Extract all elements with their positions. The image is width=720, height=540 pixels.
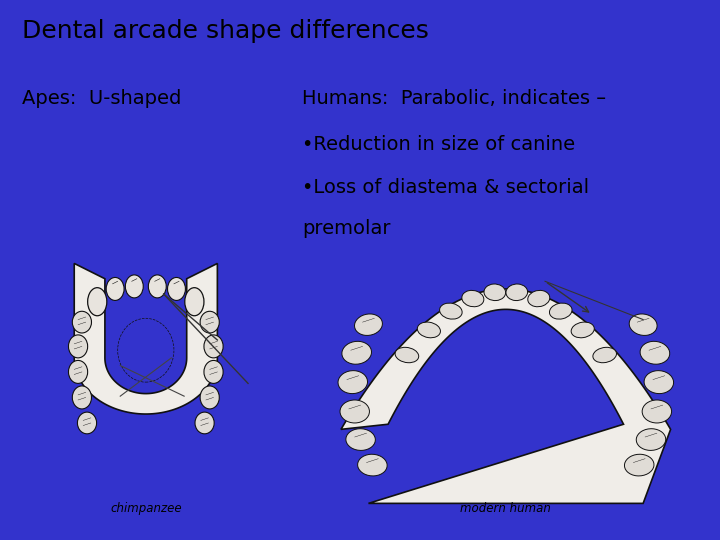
Ellipse shape xyxy=(195,412,214,434)
Ellipse shape xyxy=(395,347,419,363)
Ellipse shape xyxy=(72,386,91,409)
Ellipse shape xyxy=(642,400,672,423)
Ellipse shape xyxy=(440,303,462,319)
Ellipse shape xyxy=(358,454,387,476)
Ellipse shape xyxy=(78,412,96,434)
Ellipse shape xyxy=(204,335,223,358)
Ellipse shape xyxy=(462,291,484,307)
Ellipse shape xyxy=(644,370,674,394)
Ellipse shape xyxy=(636,429,666,450)
Ellipse shape xyxy=(593,347,616,363)
Ellipse shape xyxy=(168,278,186,300)
Ellipse shape xyxy=(342,341,372,364)
Ellipse shape xyxy=(338,370,367,394)
Ellipse shape xyxy=(629,314,657,335)
Ellipse shape xyxy=(528,291,550,307)
Ellipse shape xyxy=(640,341,670,364)
Ellipse shape xyxy=(88,288,107,316)
Ellipse shape xyxy=(340,400,369,423)
Text: •Reduction in size of canine: •Reduction in size of canine xyxy=(302,135,575,154)
Text: chimpanzee: chimpanzee xyxy=(110,502,181,515)
Ellipse shape xyxy=(185,288,204,316)
Text: Humans:  Parabolic, indicates –: Humans: Parabolic, indicates – xyxy=(302,89,606,108)
Ellipse shape xyxy=(68,360,88,383)
Ellipse shape xyxy=(200,311,220,333)
Text: modern human: modern human xyxy=(460,502,552,515)
Ellipse shape xyxy=(354,314,382,335)
Ellipse shape xyxy=(148,275,166,298)
Ellipse shape xyxy=(418,322,441,338)
Polygon shape xyxy=(341,289,670,503)
Text: Dental arcade shape differences: Dental arcade shape differences xyxy=(22,19,428,43)
Ellipse shape xyxy=(72,311,91,333)
Ellipse shape xyxy=(68,335,88,358)
Ellipse shape xyxy=(106,278,124,300)
Ellipse shape xyxy=(346,429,375,450)
Text: •Loss of diastema & sectorial: •Loss of diastema & sectorial xyxy=(302,178,590,197)
Ellipse shape xyxy=(506,284,528,301)
Ellipse shape xyxy=(484,284,505,301)
Ellipse shape xyxy=(549,303,572,319)
Ellipse shape xyxy=(624,454,654,476)
Ellipse shape xyxy=(200,386,220,409)
Ellipse shape xyxy=(204,360,223,383)
Ellipse shape xyxy=(571,322,594,338)
Text: premolar: premolar xyxy=(302,219,391,238)
Text: Apes:  U-shaped: Apes: U-shaped xyxy=(22,89,181,108)
Ellipse shape xyxy=(125,275,143,298)
Polygon shape xyxy=(74,264,217,414)
